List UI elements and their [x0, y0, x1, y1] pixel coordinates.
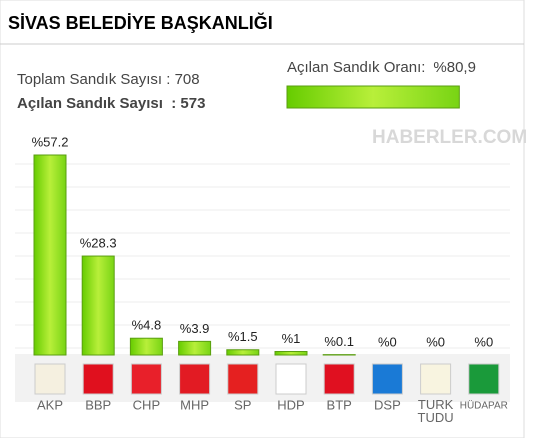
rate-bar-group	[286, 85, 460, 109]
party-logo	[275, 363, 307, 395]
value-label: %0	[426, 334, 445, 349]
party-logo	[468, 363, 500, 395]
bar	[33, 154, 67, 356]
party-name: HÜDAPAR	[460, 400, 508, 412]
party-name: TURK TUDU	[418, 397, 454, 425]
party-logo	[82, 363, 114, 395]
party-name: BBP	[85, 397, 111, 412]
party-name: CHP	[133, 397, 160, 412]
party-logo	[130, 363, 162, 395]
party-name: SP	[234, 397, 251, 412]
party-name: BTP	[327, 397, 352, 412]
value-label: %1.5	[228, 329, 258, 344]
bar	[178, 340, 212, 356]
party-name: MHP	[180, 397, 209, 412]
value-label: %57.2	[32, 134, 69, 149]
value-label: %28.3	[80, 235, 117, 250]
party-logo	[323, 363, 355, 395]
bar	[81, 255, 115, 356]
bar	[226, 349, 260, 356]
value-label: %4.8	[132, 318, 162, 333]
value-label: %1	[282, 331, 301, 346]
rate-text: Açılan Sandık Oranı: %80,9	[287, 59, 476, 76]
party-logo	[420, 363, 452, 395]
party-logo	[227, 363, 259, 395]
value-label: %0.1	[324, 334, 354, 349]
party-name: DSP	[374, 397, 401, 412]
watermark: HABERLER.COM	[372, 127, 527, 148]
total-text: Toplam Sandık Sayısı : 708	[17, 71, 200, 88]
rate-bar	[286, 85, 460, 109]
party-name: AKP	[37, 397, 63, 412]
value-label: %3.9	[180, 321, 210, 336]
party-logo	[179, 363, 211, 395]
plot: %57.2 AKP %28.3 BBP %4.8 CHP %3.9 MHP %1.5 SP %1 HD…	[32, 134, 508, 425]
bar	[274, 351, 308, 356]
value-label: %0	[474, 334, 493, 349]
opened-text: Açılan Sandık Sayısı : 573	[17, 95, 205, 112]
party-logo	[371, 363, 403, 395]
party-logo	[34, 363, 66, 395]
chart-title: SİVAS BELEDİYE BAŞKANLIĞI	[8, 12, 273, 33]
value-label: %0	[378, 334, 397, 349]
bar	[129, 337, 163, 356]
party-name: HDP	[277, 397, 304, 412]
